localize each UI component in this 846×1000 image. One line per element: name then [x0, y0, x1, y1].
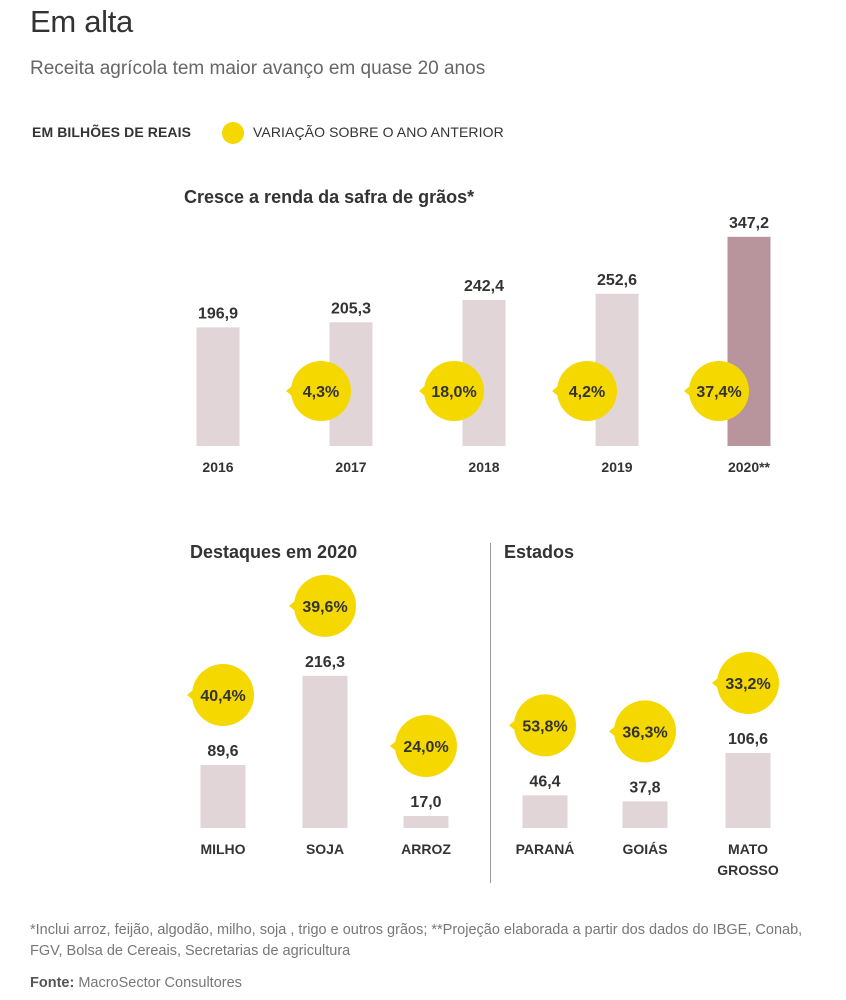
variation-bubble-2-1-label: 36,3%: [622, 724, 667, 741]
bar-1-0: [200, 764, 246, 828]
category-label-0-4: 2020**: [728, 459, 771, 475]
value-label-2-1: 37,8: [629, 779, 660, 796]
variation-bubble-0-3-circle: [557, 361, 617, 421]
variation-bubble-2-0-circle: [514, 694, 576, 757]
value-label-1-1: 216,3: [305, 654, 345, 671]
variation-bubble-1-0: 40,4%: [187, 663, 254, 726]
variation-bubble-0-1: 4,3%: [286, 361, 351, 421]
variation-bubble-1-0-pointer: [187, 685, 198, 704]
bar-1-2: [403, 816, 449, 828]
variation-bubble-2-0-label: 53,8%: [522, 718, 567, 735]
value-label-0-4: 347,2: [729, 215, 769, 232]
value-label-2-2: 106,6: [728, 731, 768, 748]
value-label-1-0: 89,6: [207, 743, 238, 760]
source-label: Fonte:: [30, 975, 75, 991]
variation-bubble-1-2: 24,0%: [390, 715, 457, 778]
chart-grain-income: 196,9 2016 205,3 2017 4,3% 242,4 2018 18,0% 252,…: [196, 215, 771, 475]
category-label-0-2: 2018: [468, 459, 499, 475]
legend-variation-label: VARIAÇÃO SOBRE O ANO ANTERIOR: [253, 124, 504, 140]
value-label-0-2: 242,4: [464, 278, 504, 295]
category-label-2-2-1: GROSSO: [717, 862, 779, 878]
variation-bubble-2-1-circle: [614, 700, 676, 763]
category-label-0-0: 2016: [202, 459, 233, 475]
variation-bubble-0-4: 37,4%: [684, 361, 749, 421]
bar-2-1: [622, 801, 668, 828]
variation-bubble-1-0-label: 40,4%: [200, 688, 245, 705]
variation-bubble-0-2-pointer: [419, 382, 430, 400]
page-title: Em alta: [30, 4, 133, 39]
value-label-0-3: 252,6: [597, 272, 637, 289]
bar-0-0: [196, 327, 240, 446]
chart-highlights-2020: 89,6 MILHO 40,4% 216,3 SOJA 39,6% 17,0 ARROZ 24,…: [187, 574, 457, 857]
variation-bubble-1-1-label: 39,6%: [302, 599, 347, 616]
value-label-0-1: 205,3: [331, 300, 371, 317]
source-text: MacroSector Consultores: [78, 975, 242, 991]
legend-variation-dot: [222, 122, 244, 144]
bar-2-2: [725, 753, 771, 828]
variation-bubble-0-3-pointer: [552, 382, 563, 400]
category-label-2-0: PARANÁ: [516, 841, 575, 857]
variation-bubble-0-1-label: 4,3%: [303, 384, 339, 401]
category-label-1-1: SOJA: [306, 841, 344, 857]
variation-bubble-0-4-circle: [689, 361, 749, 421]
variation-bubble-1-2-label: 24,0%: [403, 739, 448, 756]
variation-bubble-0-2-label: 18,0%: [431, 384, 476, 401]
variation-bubble-1-0-circle: [192, 663, 254, 726]
variation-bubble-2-2-label: 33,2%: [725, 676, 770, 693]
variation-bubble-2-0: 53,8%: [509, 694, 576, 757]
source-line: Fonte: MacroSector Consultores: [30, 975, 242, 991]
variation-bubble-2-2: 33,2%: [712, 652, 779, 715]
category-label-0-1: 2017: [335, 459, 366, 475]
bar-1-1: [302, 675, 348, 828]
variation-bubble-1-1: 39,6%: [289, 574, 356, 637]
variation-bubble-2-1: 36,3%: [609, 700, 676, 763]
variation-bubble-0-1-circle: [291, 361, 351, 421]
category-label-1-2: ARROZ: [401, 841, 451, 857]
chart-title-grain-income: Cresce a renda da safra de grãos*: [184, 187, 475, 207]
chart-title-highlights-2020: Destaques em 2020: [190, 542, 358, 562]
variation-bubble-0-3-label: 4,2%: [569, 384, 605, 401]
value-label-0-0: 196,9: [198, 305, 238, 322]
variation-bubble-0-4-pointer: [684, 382, 695, 400]
variation-bubble-2-0-pointer: [509, 716, 520, 735]
variation-bubble-0-2: 18,0%: [419, 361, 484, 421]
category-label-0-3: 2019: [601, 459, 632, 475]
variation-bubble-2-1-pointer: [609, 722, 620, 741]
chart-title-states: Estados: [504, 542, 575, 562]
variation-bubble-0-2-circle: [424, 361, 484, 421]
variation-bubble-1-1-circle: [294, 574, 356, 637]
value-label-1-2: 17,0: [410, 794, 441, 811]
category-label-1-0: MILHO: [200, 841, 245, 857]
legend-units: EM BILHÕES DE REAIS: [32, 124, 192, 140]
footnote: *Inclui arroz, feijão, algodão, milho, s…: [30, 922, 803, 959]
variation-bubble-2-2-circle: [717, 652, 779, 715]
bar-2-0: [522, 795, 568, 828]
variation-bubble-1-1-pointer: [289, 596, 300, 615]
category-label-2-1: GOIÁS: [622, 841, 667, 857]
page-subtitle: Receita agrícola tem maior avanço em qua…: [30, 58, 486, 79]
variation-bubble-0-4-label: 37,4%: [696, 384, 741, 401]
variation-bubble-1-2-circle: [395, 715, 457, 778]
variation-bubble-1-2-pointer: [390, 737, 401, 756]
value-label-2-0: 46,4: [529, 773, 560, 790]
variation-bubble-0-3: 4,2%: [552, 361, 617, 421]
chart-states: 46,4 PARANÁ 53,8% 37,8 GOIÁS 36,3% 106,6 MATO GR…: [509, 652, 779, 878]
section-divider: [490, 543, 491, 883]
category-label-2-2-0: MATO: [728, 841, 768, 857]
variation-bubble-0-1-pointer: [286, 382, 297, 400]
variation-bubble-2-2-pointer: [712, 674, 723, 693]
